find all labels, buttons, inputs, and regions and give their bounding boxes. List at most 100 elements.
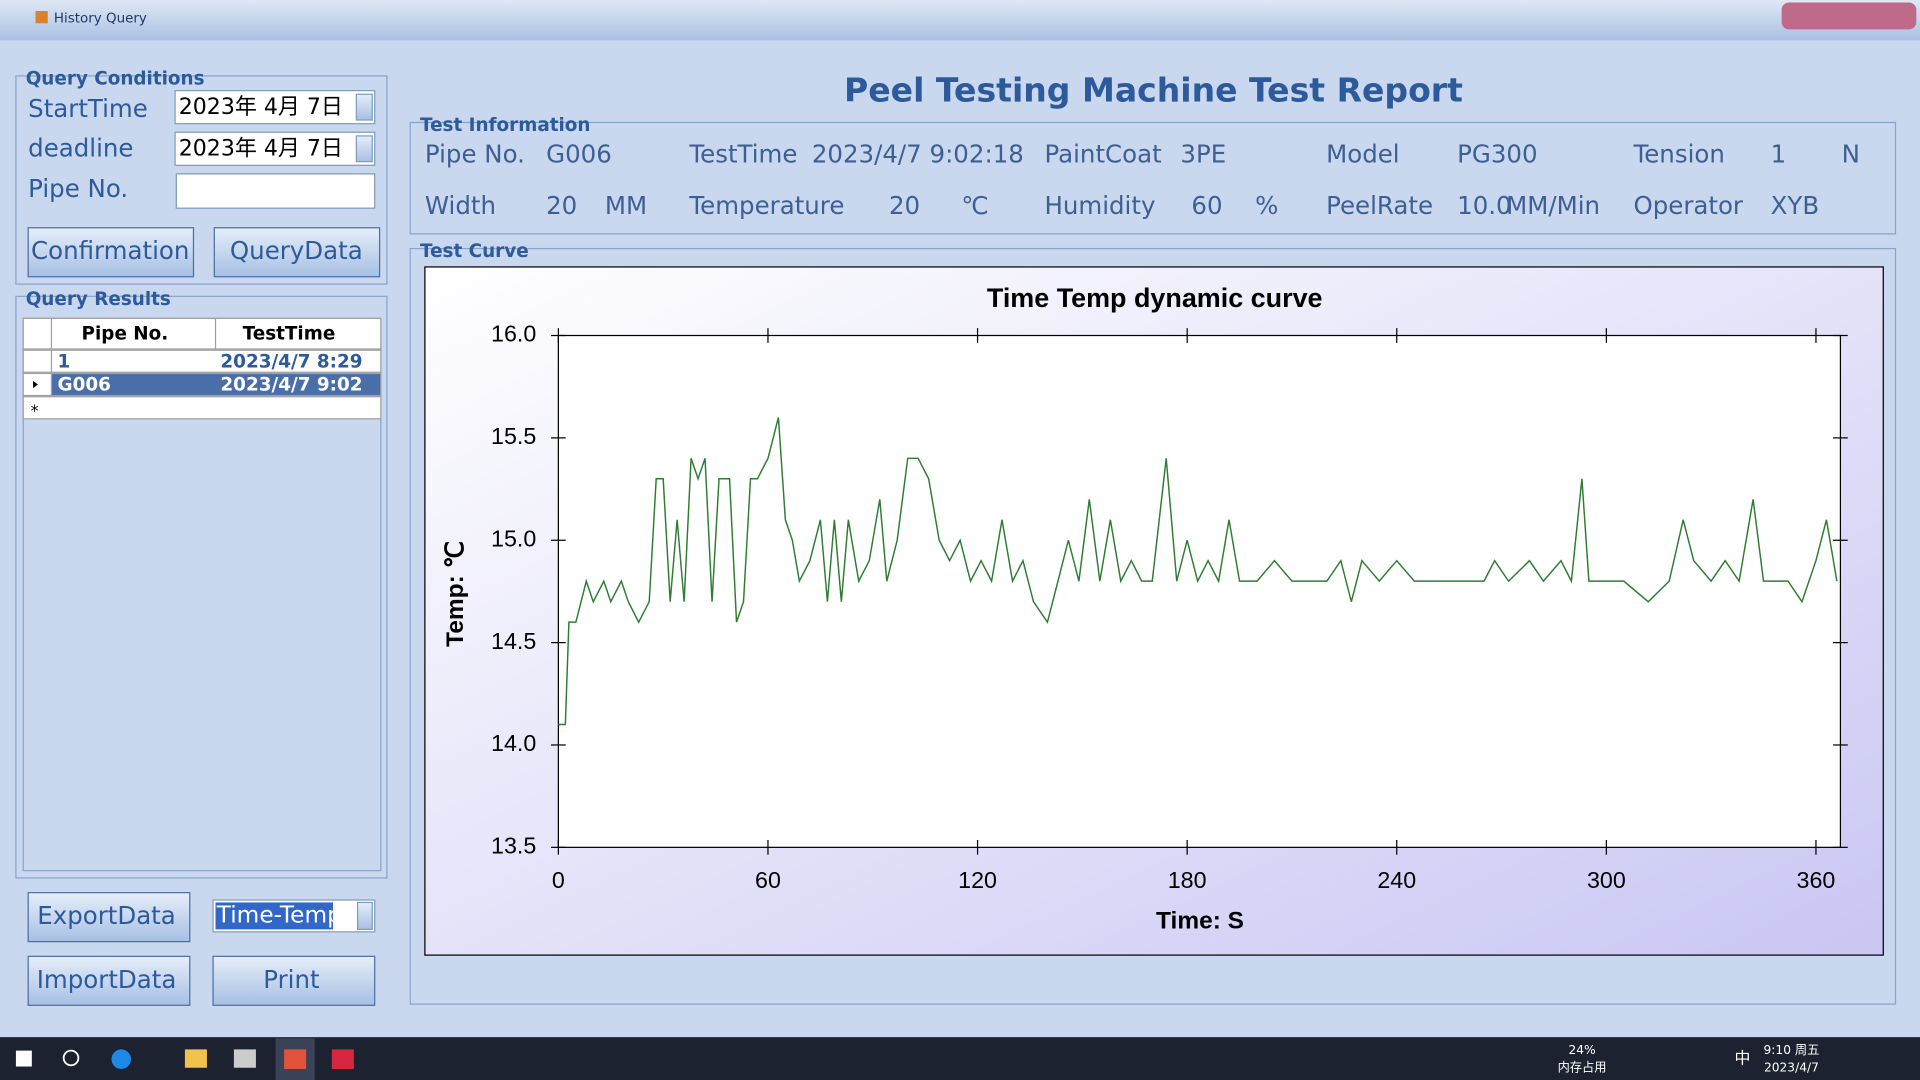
button[interactable]	[27, 227, 195, 278]
info-label: Humidity	[1044, 191, 1155, 220]
group-title: Query Results	[26, 289, 171, 310]
app-icon	[35, 11, 48, 24]
y-tick-label: 15.0	[491, 525, 536, 551]
info-label: TestTime	[688, 140, 797, 169]
group-box	[15, 295, 388, 879]
search-icon[interactable]	[62, 1049, 80, 1067]
info-unit: %	[1255, 191, 1278, 220]
text-input[interactable]	[175, 173, 376, 209]
window-controls[interactable]	[1781, 2, 1917, 30]
x-tick-label: 60	[755, 867, 781, 893]
info-value: 20	[546, 191, 577, 220]
button[interactable]	[27, 955, 191, 1006]
chart: 13.5 14.0 14.5 15.0 15.5 16.0 0 60 120 180 240 300 3…	[491, 321, 1848, 893]
grid-cell: G006	[58, 375, 111, 396]
info-value: 20	[889, 191, 920, 220]
clock-time: 9:10 周五	[1764, 1043, 1820, 1057]
explorer-icon[interactable]	[184, 1049, 207, 1068]
combo-value: Time-Temp	[216, 901, 342, 928]
app-icon[interactable]	[331, 1049, 354, 1069]
info-label: Width	[425, 191, 496, 220]
selection	[215, 902, 334, 930]
y-tick-label: 13.5	[491, 832, 536, 858]
y-tick-label: 15.5	[491, 423, 536, 449]
clock-date: 2023/4/7	[1764, 1060, 1819, 1074]
column-header: TestTime	[243, 323, 336, 344]
column-header: Pipe No.	[82, 323, 169, 344]
info-value: 1	[1771, 140, 1787, 169]
date-picker[interactable]	[174, 131, 376, 166]
window-buttons[interactable]	[1781, 2, 1917, 30]
group-title: Query Conditions	[26, 69, 205, 90]
app-icon[interactable]	[284, 1049, 307, 1069]
chart-title: Time Temp dynamic curve	[987, 283, 1323, 313]
window-title: History Query	[54, 11, 147, 26]
x-tick-label: 300	[1587, 867, 1626, 893]
button-label: QueryData	[230, 236, 363, 265]
info-label: PaintCoat	[1044, 140, 1162, 169]
button-label: ExportData	[37, 901, 176, 930]
date-value: 2023年 4月 7日	[179, 95, 343, 120]
info-fields: Pipe No. G006 TestTime 2023/4/7 9:02:18 Pain…	[425, 140, 1860, 220]
y-tick-label: 14.5	[491, 628, 536, 654]
memory-percent: 24%	[1568, 1043, 1595, 1057]
browser-icon[interactable]	[111, 1049, 132, 1069]
x-tick-label: 120	[958, 867, 997, 893]
new-row-marker: *	[31, 401, 39, 420]
group-box	[409, 121, 1897, 235]
app-icon[interactable]	[233, 1049, 256, 1068]
new-row	[22, 396, 382, 420]
grid-cell: 2023/4/7 8:29	[220, 351, 362, 372]
button[interactable]	[212, 955, 376, 1006]
group-title: Test Curve	[420, 241, 529, 262]
x-tick-label: 360	[1797, 867, 1836, 893]
grid-cell: 1	[58, 351, 71, 372]
row-indicator	[33, 380, 38, 389]
info-value: 10.0	[1457, 191, 1511, 220]
dropdown-button[interactable]	[356, 901, 373, 930]
field-label: StartTime	[28, 94, 148, 123]
memory-label: 内存占用	[1558, 1059, 1607, 1074]
button[interactable]	[27, 892, 191, 943]
x-tick-label: 180	[1168, 867, 1207, 893]
info-label: Temperature	[688, 191, 844, 220]
y-tick-label: 16.0	[491, 321, 536, 347]
row-header	[22, 349, 53, 373]
button-label: Confirmation	[31, 236, 189, 265]
info-label: PeelRate	[1326, 191, 1433, 220]
x-axis-label: Time: S	[1156, 908, 1244, 935]
data-line	[558, 417, 1838, 726]
taskbar	[0, 1037, 1920, 1080]
info-label: Operator	[1633, 191, 1743, 220]
grid-cell: 2023/4/7 9:02	[220, 375, 362, 396]
info-value: G006	[546, 140, 612, 169]
info-unit: MM	[605, 191, 647, 220]
dropdown-button[interactable]	[355, 135, 373, 163]
date-picker[interactable]	[174, 90, 376, 125]
button[interactable]	[213, 227, 381, 278]
info-value: 2023/4/7 9:02:18	[812, 140, 1024, 169]
info-value: PG300	[1457, 140, 1537, 169]
x-tick-label: 0	[552, 867, 565, 893]
group-title: Test Information	[420, 115, 590, 136]
field-label: Pipe No.	[28, 174, 128, 203]
y-axis-label: Temp: ℃	[442, 541, 469, 647]
button-label: Print	[263, 965, 320, 994]
info-value: 60	[1191, 191, 1222, 220]
group-box	[409, 247, 1897, 1005]
grid-header	[22, 317, 382, 350]
start-button[interactable]	[15, 1050, 32, 1067]
date-value: 2023年 4月 7日	[179, 136, 343, 161]
grid-rows: 1 2023/4/7 8:29 G006 2023/4/7 9:02 *	[22, 349, 382, 420]
dropdown-button[interactable]	[355, 93, 373, 121]
info-label: Tension	[1632, 140, 1724, 169]
group-box	[15, 75, 388, 285]
plot-area	[557, 334, 1842, 848]
field-label: deadline	[28, 133, 133, 162]
button-label: ImportData	[37, 965, 177, 994]
info-label: Model	[1326, 140, 1399, 169]
ime-indicator[interactable]: 中	[1734, 1049, 1750, 1068]
info-unit: MM/Min	[1506, 191, 1600, 220]
